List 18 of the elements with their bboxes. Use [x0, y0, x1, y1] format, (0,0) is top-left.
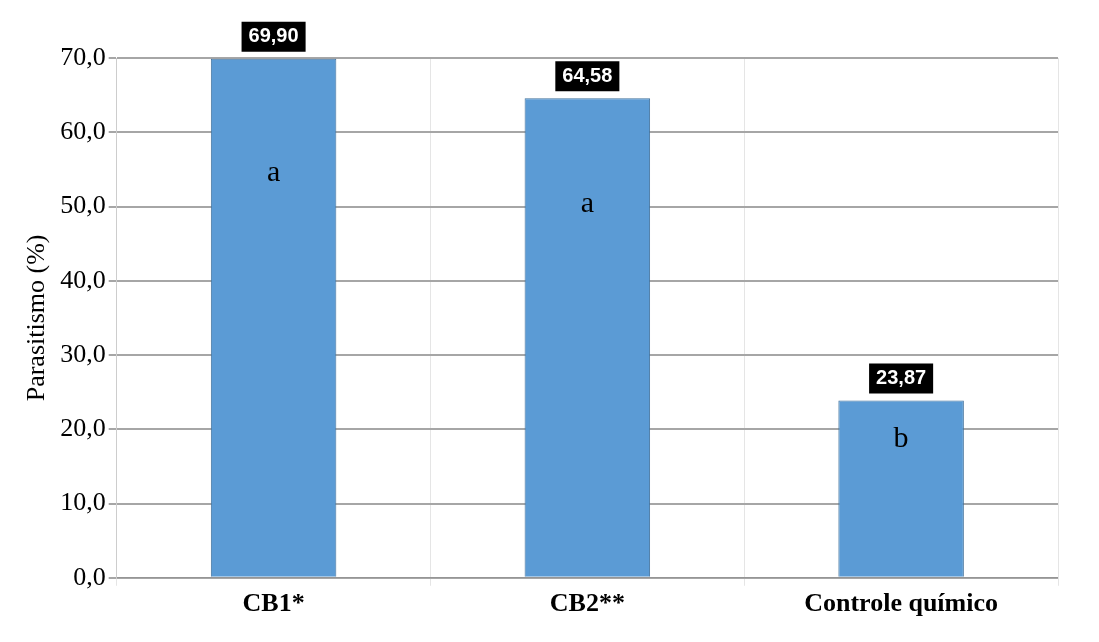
y-tick-label: 10,0	[60, 487, 106, 517]
y-tick-label: 30,0	[60, 338, 106, 368]
data-label: 64,58	[562, 63, 613, 86]
y-tick-label: 0,0	[73, 561, 106, 591]
annotation: b	[893, 420, 909, 454]
y-tick-label: 50,0	[60, 190, 106, 220]
annotation: a	[580, 184, 595, 218]
y-tick-label: 20,0	[60, 413, 106, 443]
x-tick-label: CB2**	[549, 588, 625, 618]
y-tick-label: 40,0	[60, 264, 106, 294]
x-tick-label: CB1*	[242, 588, 305, 618]
data-label: 23,87	[876, 366, 927, 389]
x-tick-label: Controle químico	[804, 588, 999, 618]
annotation: a	[266, 153, 281, 187]
y-tick-label: 60,0	[60, 116, 106, 146]
y-axis-title: Parasitismo (%)	[21, 234, 51, 402]
y-tick-label: 70,0	[60, 41, 106, 71]
data-label: 69,90	[248, 24, 299, 47]
